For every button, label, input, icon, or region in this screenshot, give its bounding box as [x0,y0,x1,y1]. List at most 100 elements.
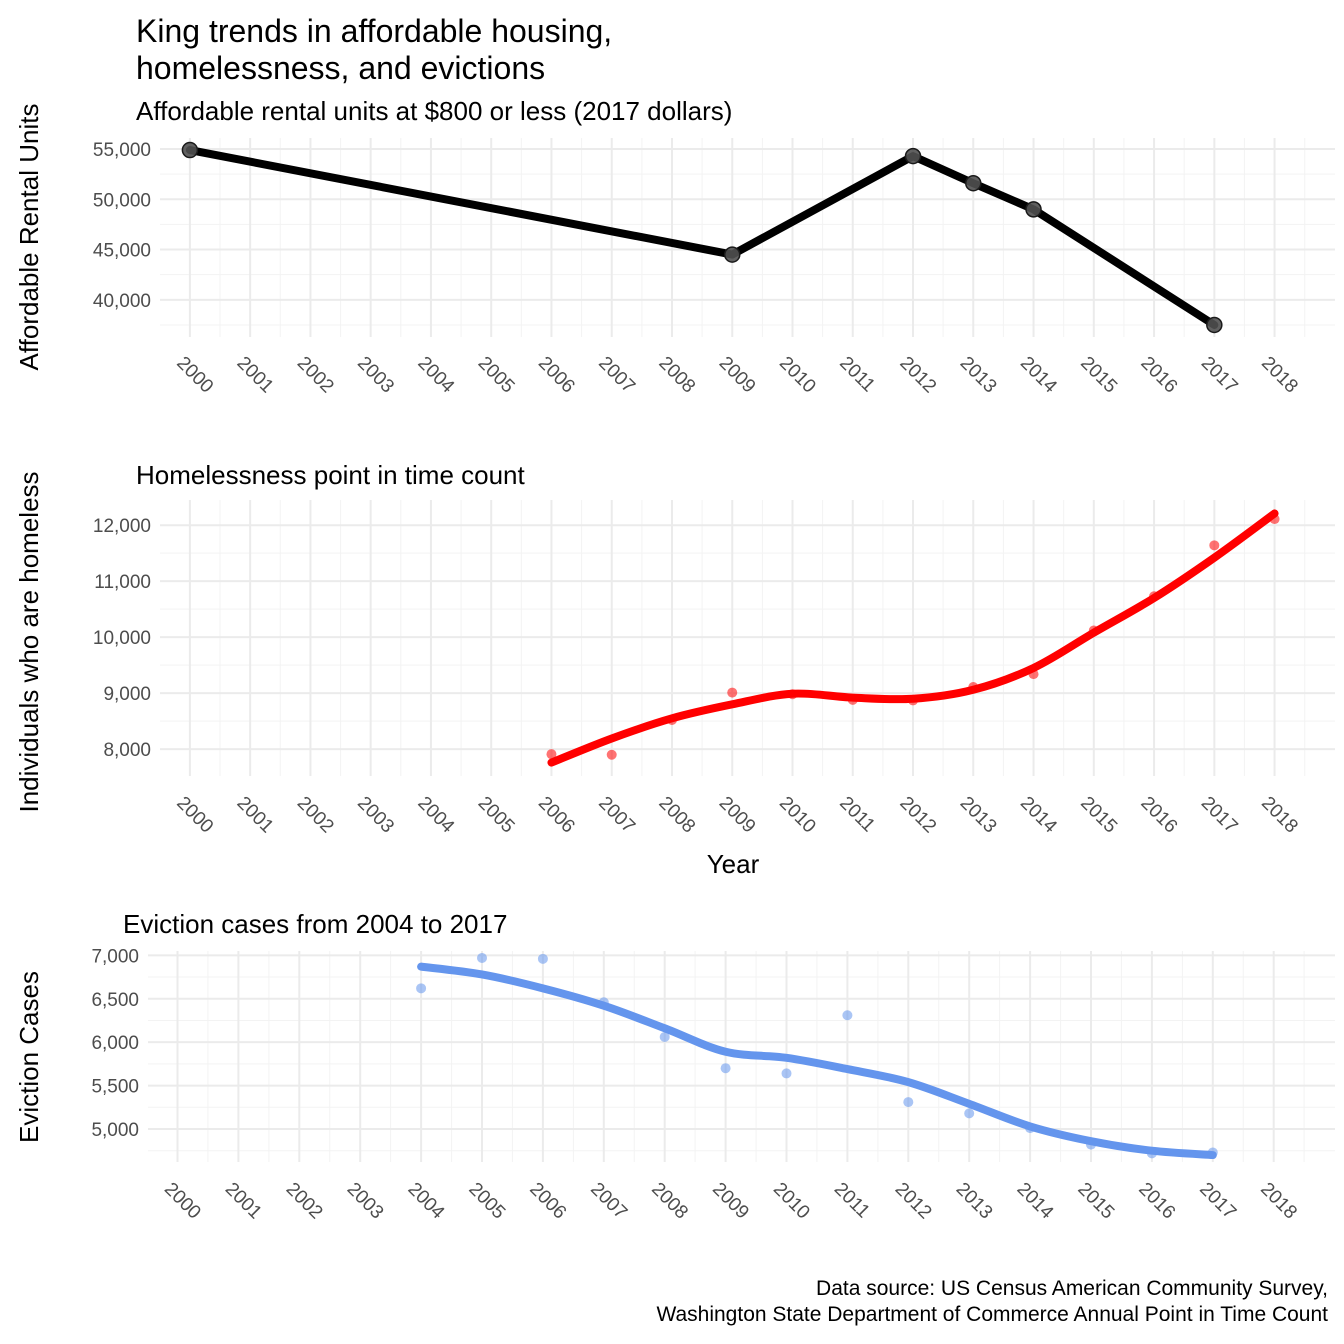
rental-units-data-point [965,174,982,192]
homelessness-x-tick-label: 2003 [353,793,398,838]
rental-units-x-tick-label: 2012 [895,353,940,398]
evictions-y-tick-label: 5,000 [91,1120,139,1141]
evictions-x-tick-label: 2004 [404,1179,449,1224]
figure-title-line-2: homelessness, and evictions [136,50,545,86]
evictions-data-point [964,1108,975,1119]
rental-units-x-ticks: 2000 2001 2002 2003 2004 2005 2006 2007 2008 2009… [172,353,1301,398]
rental-units-x-tick-label: 2000 [172,353,217,398]
figure-title-line-1: King trends in affordable housing, [136,13,612,49]
evictions-data-point [659,1031,670,1042]
homelessness-x-tick-label: 2001 [233,793,278,838]
homelessness-x-tick-label: 2009 [715,793,760,838]
evictions-data-point [903,1097,914,1108]
rental-units-x-tick-label: 2009 [715,353,760,398]
homelessness-data-point [1209,540,1220,551]
rental-units-data-point [1206,316,1223,334]
rental-units-y-ticks: 40,000 45,000 50,000 55,000 [93,140,151,312]
evictions-y-tick-label: 5,500 [91,1077,139,1098]
homelessness-smooth-line [547,509,1279,767]
evictions-x-tick-label: 2009 [708,1179,753,1224]
rental-units-x-tick-label: 2008 [654,353,699,398]
evictions-x-tick-label: 2011 [830,1179,874,1223]
rental-units-data-point [181,141,199,159]
evictions-y-ticks: 5,000 5,500 6,000 6,500 7,000 [91,946,139,1141]
rental-units-x-tick-label: 2006 [534,353,579,398]
evictions-x-tick-label: 2003 [343,1179,388,1224]
homelessness-y-tick-label: 8,000 [103,740,151,761]
rental-units-y-tick-label: 55,000 [93,140,151,161]
homelessness-subtitle: Homelessness point in time count [136,460,526,490]
homelessness-x-tick-label: 2017 [1197,793,1242,838]
homelessness-x-tick-label: 2014 [1016,793,1061,838]
homelessness-x-ticks: 2000 2001 2002 2003 2004 2005 2006 2007 2008 2009… [172,793,1301,838]
evictions-x-tick-label: 2016 [1134,1179,1179,1224]
homelessness-y-tick-label: 11,000 [94,572,151,593]
evictions-y-axis-label: Eviction Cases [14,971,44,1143]
homelessness-grid [160,500,1335,776]
rental-units-data-point [904,147,922,165]
rental-units-x-tick-label: 2010 [775,353,820,398]
evictions-x-ticks: 2000 2001 2002 2003 2004 2005 2006 2007 2008 2009… [160,1179,1301,1224]
rental-units-x-tick-label: 2017 [1197,353,1242,398]
evictions-x-tick-label: 2010 [769,1179,814,1224]
rental-units-x-tick-label: 2002 [293,353,338,398]
rental-units-grid [160,138,1335,337]
homelessness-x-tick-label: 2008 [654,793,699,838]
evictions-y-tick-label: 7,000 [91,946,139,967]
rental-units-series-line [185,146,1219,329]
rental-units-x-tick-label: 2004 [413,353,458,398]
homelessness-x-tick-label: 2007 [594,793,639,838]
rental-units-subtitle: Affordable rental units at $800 or less … [136,96,732,126]
homelessness-data-point [546,749,557,760]
homelessness-x-tick-label: 2000 [172,793,217,838]
rental-units-y-tick-label: 45,000 [93,241,151,262]
evictions-data-point [720,1063,731,1074]
rental-units-y-tick-label: 40,000 [93,291,151,312]
evictions-x-tick-label: 2012 [891,1179,936,1224]
rental-units-x-tick-label: 2005 [474,353,519,398]
homelessness-x-tick-label: 2004 [413,793,458,838]
homelessness-x-tick-label: 2015 [1076,793,1121,838]
rental-units-marks [181,141,1223,334]
evictions-data-point [477,952,487,963]
evictions-data-point [537,953,548,964]
evictions-x-tick-label: 2015 [1073,1179,1118,1224]
homelessness-x-tick-label: 2002 [293,793,338,838]
evictions-data-point [842,1010,853,1021]
evictions-data-point [781,1068,792,1079]
evictions-x-tick-label: 2007 [586,1179,631,1224]
rental-units-data-point [723,246,741,263]
homelessness-data-point [727,687,738,698]
evictions-x-tick-label: 2001 [221,1179,266,1224]
evictions-marks [416,952,1218,1160]
evictions-y-tick-label: 6,500 [91,990,139,1011]
rental-units-x-tick-label: 2016 [1137,353,1182,398]
homelessness-y-tick-label: 9,000 [103,684,151,705]
rental-units-y-tick-label: 50,000 [93,190,151,211]
evictions-smooth-line [417,962,1217,1160]
rental-units-x-tick-label: 2015 [1076,353,1121,398]
homelessness-x-tick-label: 2013 [956,793,1001,838]
evictions-x-tick-label: 2013 [952,1179,997,1224]
evictions-panel: Eviction cases from 2004 to 2017 Evictio… [14,909,1335,1224]
homelessness-x-tick-label: 2011 [835,793,879,837]
evictions-grid [148,951,1335,1162]
rental-units-x-tick-label: 2011 [835,353,879,397]
evictions-x-tick-label: 2002 [282,1179,327,1224]
homelessness-y-axis-label: Individuals who are homeless [14,471,44,812]
homelessness-marks [546,509,1280,767]
homelessness-x-tick-label: 2006 [534,793,579,838]
evictions-y-tick-label: 6,000 [91,1033,139,1054]
evictions-x-tick-label: 2000 [160,1179,205,1224]
homelessness-x-tick-label: 2010 [775,793,820,838]
homelessness-data-point [606,749,617,760]
evictions-x-tick-label: 2017 [1195,1179,1240,1224]
caption-line-2: Washington State Department of Commerce … [656,1303,1328,1326]
homelessness-y-ticks: 8,000 9,000 10,000 11,000 12,000 [93,516,151,761]
rental-units-data-point [1025,201,1042,218]
homelessness-x-tick-label: 2016 [1137,793,1182,838]
rental-units-x-tick-label: 2003 [353,353,398,398]
homelessness-x-axis-label: Year [707,849,760,879]
evictions-data-point [416,983,427,994]
